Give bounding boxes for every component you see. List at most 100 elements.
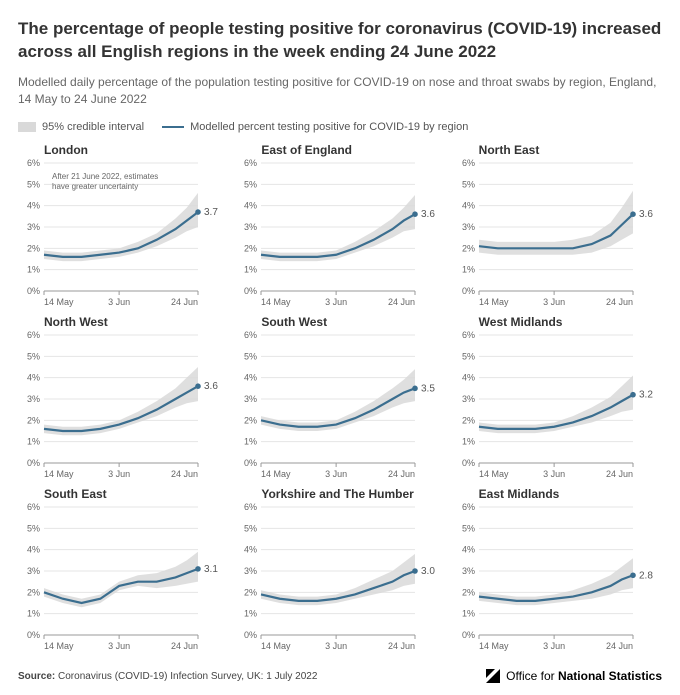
end-label: 3.0 bbox=[421, 566, 435, 577]
panel: London0%1%2%3%4%5%6%3.714 May3 Jun24 Jun… bbox=[18, 143, 227, 309]
svg-text:3%: 3% bbox=[462, 566, 475, 576]
panel-plot: 0%1%2%3%4%5%6%3.614 May3 Jun24 Jun bbox=[453, 159, 659, 309]
source-text: Source: Coronavirus (COVID-19) Infection… bbox=[18, 671, 317, 682]
svg-text:3 Jun: 3 Jun bbox=[108, 297, 130, 307]
end-label: 3.2 bbox=[639, 390, 653, 401]
ons-text: Office for National Statistics bbox=[506, 669, 662, 683]
svg-text:2%: 2% bbox=[244, 588, 257, 598]
svg-text:6%: 6% bbox=[27, 159, 40, 168]
svg-text:3 Jun: 3 Jun bbox=[543, 469, 565, 479]
panel-plot: 0%1%2%3%4%5%6%3.514 May3 Jun24 Jun bbox=[235, 331, 441, 481]
svg-text:2%: 2% bbox=[462, 416, 475, 426]
panel: West Midlands0%1%2%3%4%5%6%3.214 May3 Ju… bbox=[453, 315, 662, 481]
svg-text:4%: 4% bbox=[27, 373, 40, 383]
legend-line-label: Modelled percent testing positive for CO… bbox=[190, 121, 468, 133]
svg-text:6%: 6% bbox=[244, 331, 257, 340]
svg-text:4%: 4% bbox=[244, 545, 257, 555]
svg-text:3%: 3% bbox=[27, 394, 40, 404]
uncertainty-note: After 21 June 2022, estimates bbox=[52, 172, 158, 181]
svg-text:2%: 2% bbox=[27, 416, 40, 426]
svg-text:24 Jun: 24 Jun bbox=[171, 297, 198, 307]
chart-subtitle: Modelled daily percentage of the populat… bbox=[18, 74, 662, 108]
svg-text:6%: 6% bbox=[27, 331, 40, 340]
svg-text:3%: 3% bbox=[244, 394, 257, 404]
svg-text:2%: 2% bbox=[244, 416, 257, 426]
chart-title: The percentage of people testing positiv… bbox=[18, 18, 662, 64]
svg-text:1%: 1% bbox=[462, 609, 475, 619]
svg-text:0%: 0% bbox=[462, 458, 475, 468]
svg-text:3 Jun: 3 Jun bbox=[325, 641, 347, 651]
svg-text:24 Jun: 24 Jun bbox=[171, 641, 198, 651]
ons-logo: Office for National Statistics bbox=[486, 669, 662, 683]
svg-text:5%: 5% bbox=[244, 180, 257, 190]
ci-swatch-icon bbox=[18, 122, 36, 132]
svg-text:24 Jun: 24 Jun bbox=[606, 469, 633, 479]
svg-text:14 May: 14 May bbox=[261, 297, 291, 307]
svg-text:3 Jun: 3 Jun bbox=[325, 469, 347, 479]
legend-ci-label: 95% credible interval bbox=[42, 121, 144, 133]
svg-text:4%: 4% bbox=[462, 373, 475, 383]
svg-text:2%: 2% bbox=[244, 244, 257, 254]
footer: Source: Coronavirus (COVID-19) Infection… bbox=[18, 669, 662, 683]
panel: East Midlands0%1%2%3%4%5%6%2.814 May3 Ju… bbox=[453, 487, 662, 653]
ons-mark-icon bbox=[486, 669, 500, 683]
svg-text:0%: 0% bbox=[244, 458, 257, 468]
svg-text:3%: 3% bbox=[462, 222, 475, 232]
svg-text:14 May: 14 May bbox=[44, 297, 74, 307]
svg-text:1%: 1% bbox=[27, 609, 40, 619]
svg-text:24 Jun: 24 Jun bbox=[171, 469, 198, 479]
svg-text:5%: 5% bbox=[27, 524, 40, 534]
panel-plot: 0%1%2%3%4%5%6%3.114 May3 Jun24 Jun bbox=[18, 503, 224, 653]
panel: North West0%1%2%3%4%5%6%3.614 May3 Jun24… bbox=[18, 315, 227, 481]
svg-text:24 Jun: 24 Jun bbox=[388, 297, 415, 307]
svg-text:5%: 5% bbox=[462, 524, 475, 534]
panel-plot: 0%1%2%3%4%5%6%3.014 May3 Jun24 Jun bbox=[235, 503, 441, 653]
panel-title: South West bbox=[235, 315, 444, 329]
end-label: 3.1 bbox=[204, 564, 218, 575]
panel-plot: 0%1%2%3%4%5%6%3.714 May3 Jun24 JunAfter … bbox=[18, 159, 224, 309]
svg-text:3%: 3% bbox=[462, 394, 475, 404]
svg-text:5%: 5% bbox=[462, 180, 475, 190]
panel-title: East of England bbox=[235, 143, 444, 157]
end-label: 3.7 bbox=[204, 208, 218, 219]
svg-text:0%: 0% bbox=[27, 286, 40, 296]
end-label: 3.6 bbox=[421, 210, 435, 221]
svg-text:24 Jun: 24 Jun bbox=[606, 297, 633, 307]
svg-text:3%: 3% bbox=[244, 222, 257, 232]
svg-text:24 Jun: 24 Jun bbox=[388, 469, 415, 479]
svg-text:0%: 0% bbox=[244, 286, 257, 296]
svg-text:2%: 2% bbox=[462, 588, 475, 598]
svg-text:1%: 1% bbox=[244, 437, 257, 447]
panel-title: Yorkshire and The Humber bbox=[235, 487, 444, 501]
svg-text:24 Jun: 24 Jun bbox=[606, 641, 633, 651]
panel: South East0%1%2%3%4%5%6%3.114 May3 Jun24… bbox=[18, 487, 227, 653]
panel-plot: 0%1%2%3%4%5%6%3.614 May3 Jun24 Jun bbox=[18, 331, 224, 481]
svg-text:1%: 1% bbox=[27, 265, 40, 275]
svg-text:3%: 3% bbox=[244, 566, 257, 576]
end-label: 3.6 bbox=[204, 382, 218, 393]
line-swatch-icon bbox=[162, 126, 184, 128]
panel-title: North West bbox=[18, 315, 227, 329]
panel-title: London bbox=[18, 143, 227, 157]
end-label: 3.5 bbox=[421, 384, 435, 395]
svg-text:6%: 6% bbox=[462, 331, 475, 340]
svg-text:14 May: 14 May bbox=[261, 641, 291, 651]
svg-text:5%: 5% bbox=[27, 352, 40, 362]
svg-text:3 Jun: 3 Jun bbox=[325, 297, 347, 307]
svg-text:4%: 4% bbox=[27, 545, 40, 555]
panel-title: East Midlands bbox=[453, 487, 662, 501]
svg-text:5%: 5% bbox=[244, 352, 257, 362]
svg-text:3 Jun: 3 Jun bbox=[543, 297, 565, 307]
svg-text:6%: 6% bbox=[244, 503, 257, 512]
source-value: Coronavirus (COVID-19) Infection Survey,… bbox=[58, 671, 317, 682]
svg-text:3%: 3% bbox=[27, 566, 40, 576]
svg-text:1%: 1% bbox=[244, 265, 257, 275]
svg-text:2%: 2% bbox=[462, 244, 475, 254]
svg-text:0%: 0% bbox=[244, 630, 257, 640]
panel-title: South East bbox=[18, 487, 227, 501]
svg-text:4%: 4% bbox=[462, 545, 475, 555]
panel: Yorkshire and The Humber0%1%2%3%4%5%6%3.… bbox=[235, 487, 444, 653]
svg-text:3 Jun: 3 Jun bbox=[543, 641, 565, 651]
svg-text:0%: 0% bbox=[27, 458, 40, 468]
end-label: 2.8 bbox=[639, 571, 653, 582]
